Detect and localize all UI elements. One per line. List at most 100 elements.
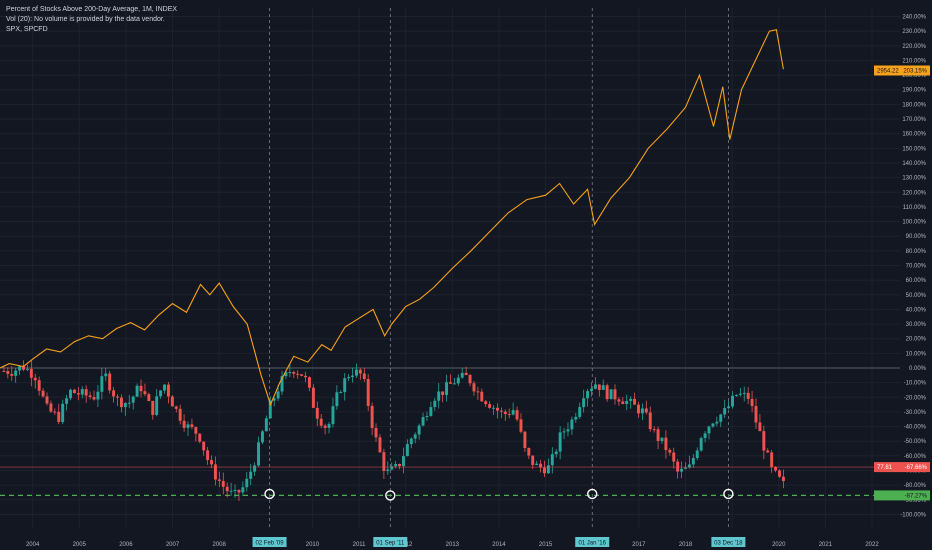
candle-body — [417, 425, 421, 435]
candle-body — [401, 456, 405, 467]
event-lines — [269, 8, 729, 528]
candle-body — [390, 466, 394, 470]
y-tick-label: -100.00% — [900, 512, 926, 518]
candle-body — [601, 385, 605, 390]
candle-body — [727, 406, 731, 409]
candle-body — [88, 395, 92, 398]
candle-body — [472, 383, 476, 392]
candle-body — [562, 431, 566, 433]
candle-body — [108, 373, 112, 391]
candle-body — [69, 389, 72, 399]
candle-body — [53, 411, 57, 413]
y-tick-label: -30.00% — [904, 410, 927, 416]
candle-body — [96, 391, 100, 400]
event-date-bg — [373, 537, 408, 547]
candle-body — [315, 407, 319, 419]
candle-body — [613, 389, 617, 400]
candle-body — [707, 426, 711, 434]
legend: Percent of Stocks Above 200-Day Average,… — [6, 5, 177, 35]
x-tick-label: 2011 — [353, 542, 367, 548]
event-date-label: 02 Feb '09 — [252, 537, 287, 547]
candle-body — [754, 406, 758, 423]
candle-body — [476, 391, 480, 393]
candle-body — [57, 411, 61, 423]
candle-body — [65, 398, 69, 404]
y-tick-label: -20.00% — [904, 395, 927, 401]
candle-body — [374, 428, 378, 438]
candle-body — [437, 391, 441, 401]
candle-body — [586, 391, 590, 399]
candle-body — [370, 405, 374, 429]
y-tick-label: 120.00% — [902, 190, 926, 196]
candle-body — [597, 384, 601, 390]
candle-body — [362, 373, 366, 379]
candle-body — [186, 424, 190, 428]
y-tick-label: 10.00% — [906, 351, 927, 357]
y-tick-label: 240.00% — [902, 15, 926, 21]
candle-body — [14, 370, 18, 376]
candle-body — [284, 372, 288, 377]
candle-body — [159, 390, 163, 397]
candle-body — [750, 398, 754, 407]
candle-body — [448, 382, 452, 384]
y-tick-label: 70.00% — [906, 263, 927, 269]
candle-body — [213, 464, 217, 480]
candle-body — [280, 376, 284, 392]
candle-body — [519, 419, 523, 432]
candle-body — [190, 424, 194, 428]
candle-body — [131, 396, 135, 403]
candle-body — [460, 372, 464, 378]
x-tick-label: 2010 — [306, 542, 320, 548]
candle-body — [41, 390, 45, 397]
candle-body — [33, 377, 37, 381]
candle-body — [116, 396, 119, 398]
candle-body — [300, 374, 304, 376]
candle-body — [711, 423, 715, 427]
candle-body — [37, 380, 41, 391]
candle-body — [488, 404, 492, 408]
y-tick-label: 100.00% — [902, 220, 926, 226]
candle-body — [45, 396, 49, 404]
candle-body — [319, 418, 323, 426]
candle-body — [660, 437, 664, 441]
legend-compare-symbol[interactable]: SPX, SPCFD — [6, 26, 48, 33]
candle-body — [155, 396, 159, 415]
candle-body — [464, 372, 468, 376]
spx-last-badge-bg — [874, 65, 930, 76]
x-axis[interactable]: 2004200520062007200820102011201220132014… — [26, 537, 879, 548]
legend-title[interactable]: Percent of Stocks Above 200-Day Average,… — [6, 6, 178, 13]
candle-body — [566, 429, 570, 432]
candle-body — [2, 370, 6, 372]
legend-volume: Vol (20): No volume is provided by the d… — [6, 16, 165, 23]
candle-body — [398, 464, 402, 467]
candle-body — [104, 373, 108, 377]
candle-body — [366, 378, 370, 406]
candle-body — [539, 463, 543, 468]
candle-body — [25, 368, 29, 370]
candle-body — [558, 432, 562, 452]
y-tick-label: -90.00% — [904, 498, 927, 504]
candle-body — [135, 385, 139, 397]
x-tick-label: 2004 — [26, 542, 40, 548]
y-axis[interactable]: 240.00% 230.00% 220.00% 210.00% 200.00% 190.0… — [874, 15, 930, 519]
breadth-candles — [2, 360, 785, 502]
candle-body — [734, 394, 738, 396]
event-date-text: 01 Sep '11 — [376, 541, 405, 547]
candle-body — [590, 388, 593, 392]
candle-body — [637, 404, 640, 414]
candle-body — [163, 384, 166, 391]
x-tick-label: 2022 — [865, 542, 879, 548]
event-date-label: 01 Jan '16 — [575, 537, 610, 547]
candle-body — [715, 421, 719, 424]
candle-body — [676, 461, 680, 472]
candle-body — [441, 391, 445, 395]
candle-body — [100, 376, 104, 392]
candle-body — [143, 391, 147, 395]
y-tick-label: 80.00% — [906, 249, 927, 255]
candle-body — [311, 387, 315, 408]
y-tick-label: -60.00% — [904, 454, 927, 460]
candle-body — [347, 377, 351, 379]
candle-body — [723, 408, 727, 415]
event-circle-marker — [723, 488, 734, 500]
